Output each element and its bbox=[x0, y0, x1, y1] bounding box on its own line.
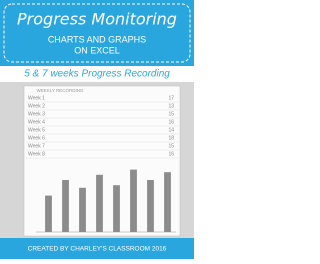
table-heading: WEEKLY RECORDING bbox=[36, 88, 84, 93]
week-label: Week 1 bbox=[28, 95, 45, 101]
header-band bbox=[0, 0, 194, 66]
header-frame bbox=[3, 3, 191, 63]
week-value: 16 bbox=[168, 119, 174, 125]
bar bbox=[130, 169, 137, 232]
week-value: 18 bbox=[168, 135, 174, 141]
subtitle: CHARTS AND GRAPHS bbox=[48, 34, 146, 44]
week-value: 14 bbox=[168, 127, 174, 133]
cover: Progress Monitoring CHARTS AND GRAPHS ON… bbox=[0, 0, 194, 259]
bar bbox=[79, 187, 86, 232]
subtitle: ON EXCEL bbox=[74, 45, 120, 55]
week-label: Week 6 bbox=[28, 135, 45, 141]
banner-band bbox=[0, 66, 194, 82]
week-label: Week 7 bbox=[28, 143, 45, 149]
bar bbox=[45, 195, 52, 232]
bar bbox=[147, 180, 154, 232]
footer: CREATED BY CHARLEY'S CLASSROOM 2016 bbox=[28, 246, 167, 253]
title: Progress Monitoring bbox=[17, 10, 177, 29]
bar bbox=[113, 185, 120, 232]
week-value: 13 bbox=[168, 103, 174, 109]
week-value: 15 bbox=[168, 143, 174, 149]
week-label: Week 4 bbox=[28, 119, 45, 125]
bar bbox=[62, 180, 69, 232]
week-value: 16 bbox=[168, 151, 174, 157]
bar bbox=[96, 174, 103, 232]
week-value: 17 bbox=[168, 95, 174, 101]
bar bbox=[164, 172, 171, 232]
footer-band bbox=[0, 238, 194, 259]
banner: 5 & 7 weeks Progress Recording bbox=[24, 69, 170, 80]
week-label: Week 5 bbox=[28, 127, 45, 133]
week-label: Week 3 bbox=[28, 111, 45, 117]
week-label: Week 8 bbox=[28, 151, 45, 157]
week-value: 15 bbox=[168, 111, 174, 117]
week-label: Week 2 bbox=[28, 103, 45, 109]
